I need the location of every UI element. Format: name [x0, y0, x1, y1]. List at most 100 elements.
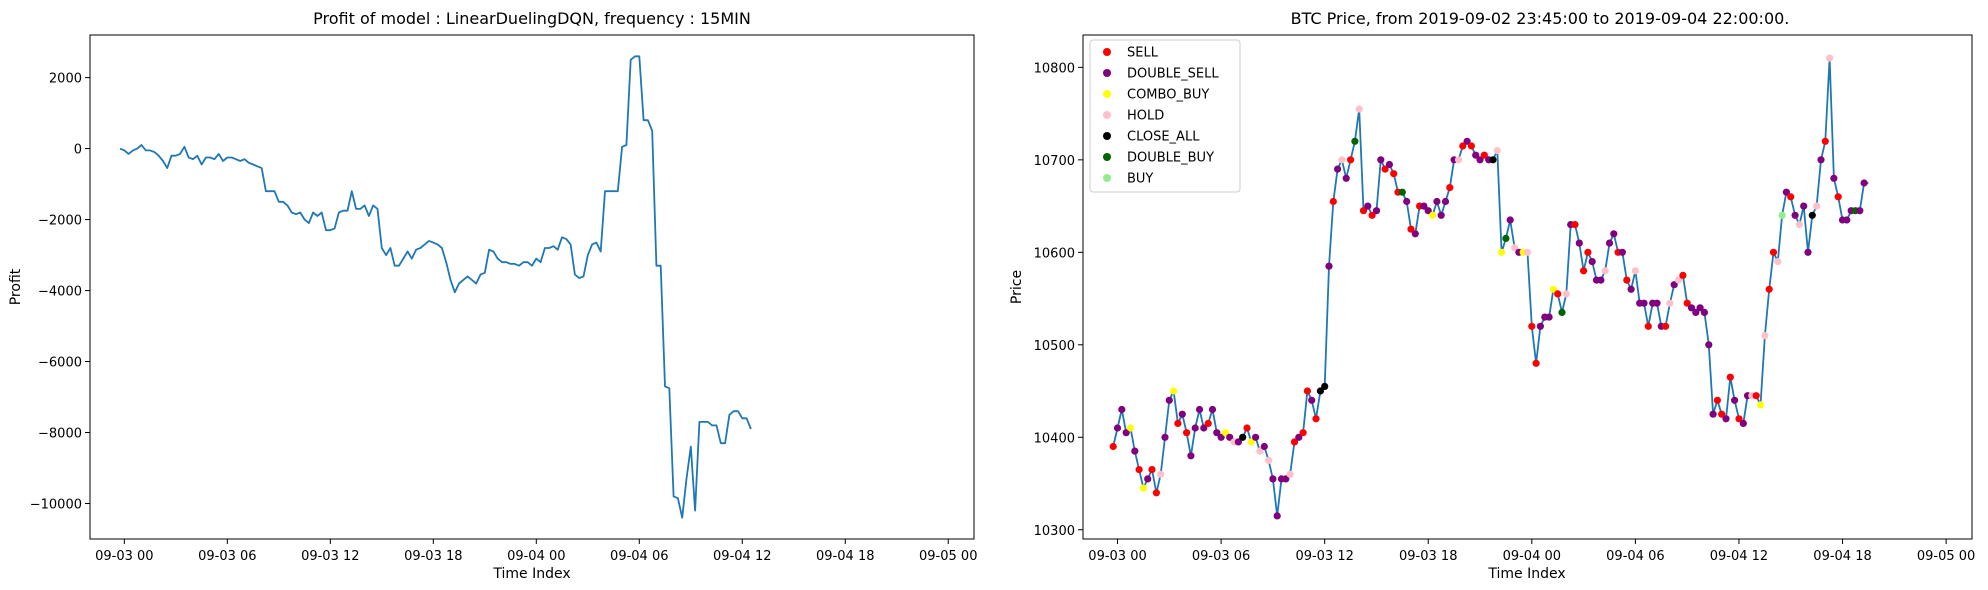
marker-sell — [1571, 221, 1579, 229]
marker-double-sell — [1437, 211, 1445, 219]
marker-double-sell — [1856, 207, 1864, 215]
legend-label: COMBO_BUY — [1127, 88, 1209, 103]
legend-item-hold: HOLD — [1103, 109, 1164, 124]
marker-sell — [1769, 248, 1778, 256]
y-tick-label: 10600 — [1034, 246, 1075, 261]
legend-item-buy: BUY — [1103, 172, 1153, 187]
marker-double-sell — [1377, 156, 1385, 164]
legend-box — [1089, 39, 1241, 193]
legend-swatch — [1103, 90, 1111, 98]
price-legend: SELL DOUBLE_SELL COMBO_BUY HOLD CLOSE_ALL DOU… — [1089, 39, 1241, 193]
marker-hold — [1674, 276, 1683, 284]
y-tick-label: 10500 — [1034, 339, 1075, 354]
x-tick-label: 09-03 06 — [1192, 549, 1250, 564]
marker-double-sell — [1817, 156, 1825, 164]
marker-double-sell — [1113, 424, 1122, 432]
marker-double-sell — [1739, 419, 1747, 427]
marker-sell — [1381, 165, 1389, 173]
marker-double-sell — [1433, 197, 1441, 206]
marker-double-sell — [1372, 207, 1381, 215]
marker-double-sell — [1722, 415, 1730, 423]
marker-hold — [1454, 156, 1463, 164]
x-tick-label: 09-04 06 — [1606, 549, 1664, 564]
y-tick-label: −8000 — [38, 427, 82, 442]
marker-combo-buy — [1139, 484, 1147, 492]
legend-label: DOUBLE_SELL — [1127, 67, 1219, 82]
marker-double-buy — [1502, 234, 1510, 242]
legend-swatch — [1103, 69, 1111, 77]
marker-double-sell — [1545, 313, 1553, 321]
marker-sell — [1390, 170, 1398, 178]
marker-hold — [1355, 105, 1363, 113]
marker-double-sell — [1782, 188, 1790, 196]
legend-swatch — [1103, 48, 1111, 56]
price-ticks: 09-03 00 09-03 06 09-03 12 09-03 18 09-04 00… — [1034, 61, 1976, 564]
marker-double-sell — [1403, 197, 1411, 206]
marker-double-sell — [1144, 475, 1152, 483]
legend-item-combo-buy: COMBO_BUY — [1103, 88, 1209, 103]
y-tick-label: 2000 — [49, 72, 82, 87]
marker-double-sell — [1575, 239, 1583, 247]
legend-label: DOUBLE_BUY — [1127, 151, 1214, 166]
marker-double-sell — [1843, 216, 1851, 224]
marker-sell — [1329, 197, 1337, 206]
marker-double-sell — [1640, 299, 1648, 307]
marker-sell — [1821, 137, 1829, 145]
y-tick-label: 10300 — [1034, 524, 1075, 539]
marker-double-sell — [1588, 258, 1596, 266]
price-x-axis-label: Time Index — [1487, 566, 1565, 582]
marker-sell — [1299, 429, 1307, 437]
price-chart-title: BTC Price, from 2019-09-02 23:45:00 to 2… — [1291, 9, 1790, 28]
marker-sell — [1679, 271, 1687, 279]
marker-combo-buy — [1549, 285, 1557, 293]
marker-combo-buy — [1756, 401, 1765, 409]
marker-hold — [1523, 248, 1532, 256]
marker-sell — [1368, 211, 1376, 219]
y-tick-label: 10400 — [1034, 431, 1075, 446]
marker-sell — [1752, 392, 1760, 400]
marker-double-sell — [1420, 202, 1428, 210]
y-tick-label: 0 — [74, 143, 82, 158]
x-tick-label: 09-04 00 — [1503, 549, 1561, 564]
marker-hold — [1338, 156, 1346, 164]
marker-hold — [1265, 456, 1273, 464]
marker-sell — [1718, 410, 1726, 418]
marker-hold — [1157, 470, 1165, 478]
marker-double-sell — [1295, 433, 1303, 441]
marker-double-sell — [1208, 405, 1217, 414]
marker-hold — [1666, 299, 1674, 307]
y-tick-label: 10700 — [1034, 154, 1075, 169]
marker-double-sell — [1234, 438, 1242, 446]
legend-label: SELL — [1127, 46, 1159, 61]
x-tick-label: 09-03 18 — [404, 549, 462, 564]
marker-double-sell — [1731, 396, 1739, 404]
marker-combo-buy — [1221, 429, 1229, 437]
marker-double-sell — [1122, 429, 1130, 437]
legend-label: BUY — [1127, 172, 1153, 187]
marker-hold — [1795, 221, 1803, 229]
marker-double-sell — [1536, 322, 1544, 330]
marker-close-all — [1316, 387, 1324, 395]
marker-double-sell — [1252, 433, 1260, 441]
profit-chart-title: Profit of model : LinearDuelingDQN, freq… — [313, 9, 751, 28]
marker-double-sell — [1692, 308, 1700, 316]
marker-sell — [1644, 322, 1652, 330]
x-tick-label: 09-03 12 — [1295, 549, 1353, 564]
marker-sell — [1407, 225, 1415, 233]
marker-sell — [1446, 184, 1454, 192]
marker-sell — [1243, 424, 1251, 432]
marker-double-sell — [1653, 299, 1661, 307]
marker-double-sell — [1325, 262, 1333, 270]
marker-close-all — [1808, 211, 1816, 219]
marker-double-sell — [1476, 156, 1484, 164]
marker-double-sell — [1605, 239, 1614, 247]
marker-sell — [1528, 322, 1536, 330]
marker-double-sell — [1830, 174, 1838, 182]
marker-double-sell — [1161, 433, 1169, 441]
marker-sell — [1580, 267, 1588, 275]
marker-hold — [1774, 258, 1782, 266]
marker-double-sell — [1282, 475, 1290, 483]
marker-double-sell — [1411, 230, 1419, 238]
marker-sell — [1303, 387, 1311, 395]
marker-double-sell — [1472, 151, 1480, 159]
